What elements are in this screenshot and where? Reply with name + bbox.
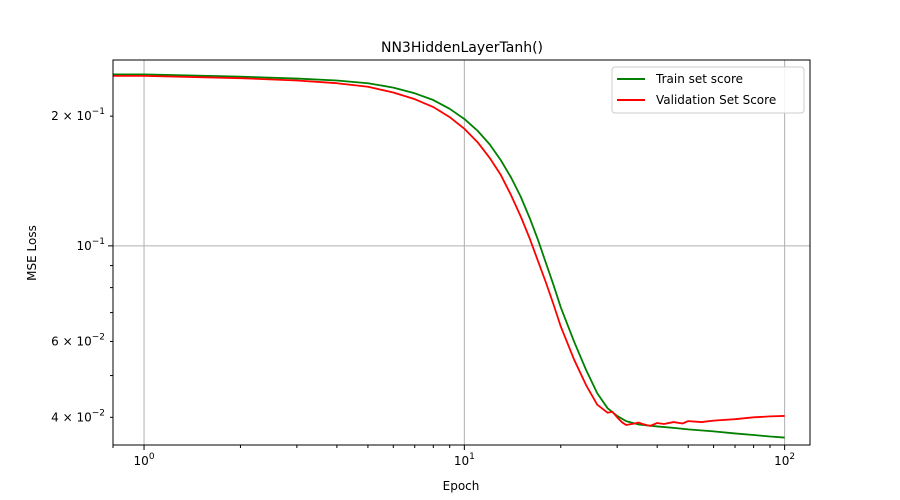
legend: Train set score Validation Set Score — [611, 66, 805, 114]
series-line-train — [113, 73, 785, 439]
plot-frame — [112, 59, 811, 446]
legend-label: Train set score — [655, 72, 743, 86]
grid-lines — [113, 60, 810, 445]
y-tick-label: 4 × 10−2 — [51, 408, 105, 424]
series-layer — [113, 73, 785, 439]
series-line-validation — [113, 75, 785, 427]
axis-ticks — [108, 115, 786, 450]
x-tick-label: 100 — [134, 452, 155, 468]
tick-labels: 100 101 102 4 × 10−2 6 × 10−2 10−1 2 × 10−1 — [51, 107, 795, 468]
y-tick-label: 6 × 10−2 — [51, 332, 105, 348]
legend-box — [611, 66, 805, 114]
x-tick-label: 101 — [454, 452, 475, 468]
legend-label: Validation Set Score — [656, 93, 776, 107]
y-tick-label: 10−1 — [76, 237, 105, 253]
chart-title: NN3HiddenLayerTanh() — [381, 40, 543, 56]
y-tick-label: 2 × 10−1 — [51, 107, 105, 123]
x-tick-label: 102 — [774, 452, 795, 468]
x-axis-label: Epoch — [443, 479, 480, 493]
y-axis-label: MSE Loss — [25, 225, 39, 281]
